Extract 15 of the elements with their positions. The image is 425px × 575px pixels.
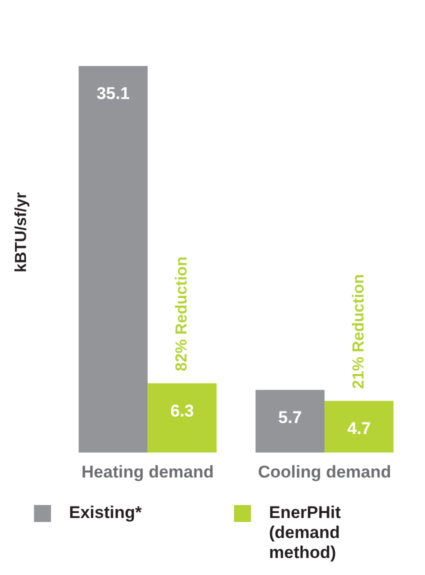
y-axis-title: kBTU/sf/yr	[13, 192, 30, 272]
data-label: 5.7	[278, 408, 302, 427]
bar	[78, 66, 148, 453]
bar	[324, 400, 394, 453]
annotation: 21% Reduction	[350, 274, 368, 389]
bar	[256, 390, 325, 453]
x-tick-label: Cooling demand	[258, 462, 392, 482]
bar	[148, 383, 217, 453]
data-label: 35.1	[96, 84, 130, 104]
data-label: 4.7	[347, 419, 371, 438]
legend-label: Existing*	[69, 503, 142, 523]
annotation: 82% Reduction	[174, 256, 191, 372]
x-tick-label: Heating demand	[82, 462, 214, 482]
legend-label: EnerPHit (demand method)	[269, 503, 342, 563]
data-label: 6.3	[170, 401, 194, 420]
